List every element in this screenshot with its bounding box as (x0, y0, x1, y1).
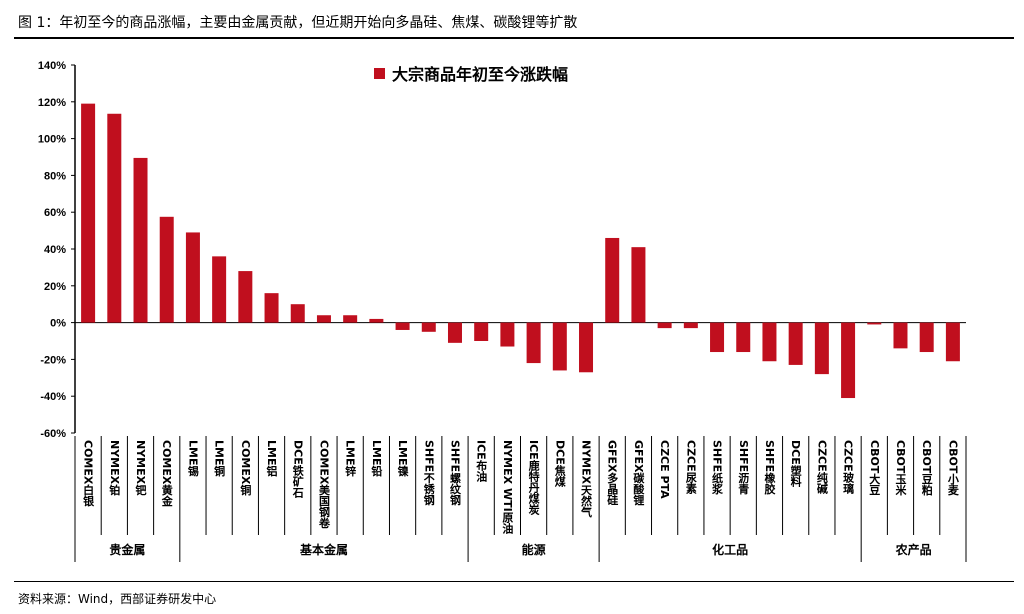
x-tick-label: CZCE纯碱 (815, 440, 828, 494)
bar (107, 113, 122, 323)
bar (657, 322, 672, 329)
x-tick-label: CBOT大豆 (868, 440, 881, 495)
group-label: 能源 (522, 542, 546, 557)
bar (238, 271, 253, 323)
x-tick-label: CBOT玉米 (894, 440, 908, 496)
bar (736, 322, 751, 353)
x-tick-label: NYMEX WTI原油 (501, 440, 514, 534)
x-tick-label: GFEX碳酸锂 (632, 440, 645, 506)
x-tick-label: LME锌 (344, 440, 357, 477)
bar (316, 315, 331, 323)
bar (343, 315, 358, 323)
bar (500, 322, 515, 347)
y-tick-label: -60% (40, 428, 66, 440)
bar (710, 322, 725, 353)
bar (212, 256, 227, 323)
group-label: 化工品 (712, 542, 748, 557)
bar (395, 322, 410, 330)
bar (369, 318, 384, 323)
x-tick-label: LME镍 (396, 440, 409, 477)
x-tick-label: CZCE玻璃 (842, 440, 855, 494)
y-tick-label: 80% (44, 170, 66, 182)
figure-title: 图 1：年初至今的商品涨幅，主要由金属贡献，但近期开始向多晶硅、焦煤、碳酸锂等扩… (18, 15, 578, 31)
bar (290, 304, 305, 323)
bar (185, 232, 200, 323)
x-tick-label: CZCE尿素 (684, 440, 697, 494)
bar (683, 322, 698, 329)
bar (788, 322, 803, 365)
x-tick-label: CZCE PTA (658, 440, 671, 499)
bar (867, 322, 882, 325)
bar (841, 322, 856, 399)
x-tick-label: COMEX白银 (82, 440, 95, 507)
bar (762, 322, 777, 362)
x-tick-label: COMEX黄金 (160, 440, 174, 506)
y-tick-label: 100% (38, 134, 66, 146)
x-tick-label: CBOT小麦 (946, 440, 960, 496)
x-tick-label: LME铅 (370, 440, 383, 477)
x-tick-label: ICE鹿特丹煤炭 (527, 440, 540, 515)
group-label: 贵金属 (109, 542, 145, 557)
bar (945, 322, 960, 362)
bar (421, 322, 436, 332)
bar (447, 322, 462, 343)
x-tick-label: NYMEX钯 (134, 440, 148, 496)
x-tick-label: GFEX多晶硅 (606, 440, 619, 506)
x-tick-label: NYMEX天然气 (580, 440, 594, 518)
y-tick-label: 40% (44, 244, 66, 256)
y-tick-label: -20% (40, 354, 66, 366)
y-tick-label: -40% (40, 391, 66, 403)
x-tick-label: LME铝 (265, 440, 278, 477)
bar (81, 103, 96, 323)
bar (474, 322, 489, 341)
bar (552, 322, 567, 371)
y-tick-label: 60% (44, 207, 66, 219)
x-tick-label: LME铜 (213, 440, 227, 477)
y-tick-label: 20% (44, 281, 66, 293)
bar (631, 247, 646, 323)
x-tick-label: SHFE螺纹钢 (448, 440, 461, 506)
x-tick-label: SHFE纸浆 (711, 440, 724, 495)
bar (814, 322, 829, 375)
bar (264, 293, 279, 323)
group-label: 基本金属 (299, 542, 348, 557)
y-tick-label: 120% (38, 97, 66, 109)
x-tick-label: SHFE沥青 (737, 440, 750, 495)
x-tick-label: LME锡 (186, 440, 199, 477)
bar (159, 216, 174, 323)
group-label: 农产品 (895, 542, 932, 557)
bar (893, 322, 908, 349)
legend-swatch (374, 68, 385, 79)
footer-rule (14, 581, 1014, 582)
x-tick-label: ICE布油 (475, 440, 488, 482)
y-tick-label: 0% (50, 318, 66, 330)
source-note: 资料来源：Wind，西部证券研发中心 (18, 592, 217, 606)
x-tick-label: COMEX美国钢卷 (317, 440, 331, 528)
bar (579, 322, 594, 373)
x-tick-label: COMEX铜 (239, 440, 253, 496)
legend-label: 大宗商品年初至今涨跌幅 (392, 65, 568, 84)
bar (133, 157, 148, 323)
x-tick-label: SHFE不锈钢 (422, 440, 435, 506)
y-tick-label: 140% (38, 60, 66, 72)
x-tick-label: DCE塑料 (789, 440, 802, 487)
x-tick-label: DCE铁矿石 (291, 440, 305, 498)
title-rule (14, 37, 1014, 39)
x-tick-label: NYMEX铂 (108, 440, 121, 496)
x-tick-label: DCE焦煤 (553, 440, 567, 487)
bar (919, 322, 934, 353)
x-tick-label: SHFE橡胶 (763, 440, 776, 495)
x-tick-label: CBOT豆粕 (920, 440, 933, 496)
bar (605, 237, 620, 323)
bar (526, 322, 541, 364)
